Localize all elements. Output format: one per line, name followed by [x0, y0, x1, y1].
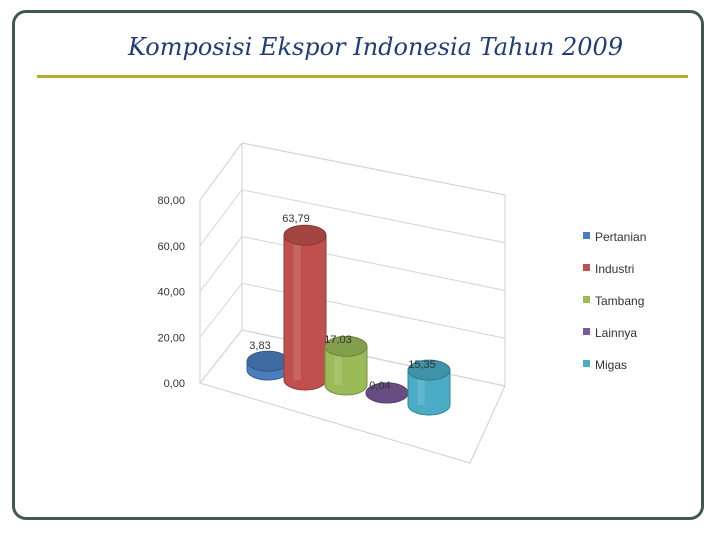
legend-swatch — [583, 264, 590, 271]
gridline — [199, 189, 506, 247]
data-label: 63,79 — [282, 213, 310, 225]
y-axis-ticks: 0,00 20,00 40,00 60,00 80,00 — [157, 195, 185, 390]
y-tick-label: 80,00 — [157, 195, 185, 207]
legend-swatch — [583, 232, 590, 239]
gridline — [199, 142, 506, 201]
back-wall — [241, 142, 506, 387]
chart-bars — [246, 224, 451, 416]
bar-highlight — [293, 235, 301, 380]
gridline — [199, 282, 506, 339]
bar-top — [283, 224, 327, 246]
legend-label: Pertanian — [595, 230, 646, 244]
legend-item-pertanian: Pertanian — [583, 230, 646, 244]
bar-highlight — [334, 346, 342, 385]
gridline — [199, 235, 506, 292]
bar-migas — [407, 359, 451, 416]
y-tick-label: 20,00 — [157, 332, 185, 344]
legend-label: Industri — [595, 262, 634, 276]
data-label: 3,83 — [249, 340, 270, 352]
data-label: 15,35 — [408, 359, 436, 371]
legend-swatch — [583, 296, 590, 303]
bar-highlight — [417, 370, 425, 405]
legend-label: Lainnya — [595, 326, 637, 340]
slide-frame — [12, 10, 704, 520]
legend-label: Migas — [595, 358, 627, 372]
data-labels: 3,83 63,79 17,03 0,04 15,35 — [249, 213, 435, 392]
bar-tambang — [324, 335, 368, 396]
legend-item-tambang: Tambang — [583, 294, 644, 308]
bar-top — [407, 359, 451, 381]
legend-swatch — [583, 360, 590, 367]
side-wall — [199, 141, 243, 385]
bar-top — [324, 335, 368, 357]
data-label: 17,03 — [324, 334, 352, 346]
bar-top — [246, 350, 290, 372]
legend-item-migas: Migas — [583, 358, 627, 372]
legend-item-lainnya: Lainnya — [583, 326, 637, 340]
slide-title: Komposisi Ekspor Indonesia Tahun 2009 — [128, 33, 624, 61]
bar-body — [283, 234, 327, 391]
data-label: 0,04 — [369, 380, 390, 392]
bar-pertanian — [246, 350, 290, 381]
y-tick-label: 60,00 — [157, 241, 185, 253]
y-tick-label: 0,00 — [164, 378, 185, 390]
legend-label: Tambang — [595, 294, 644, 308]
legend-swatch — [583, 328, 590, 335]
bar-lainnya — [365, 382, 409, 404]
title-underline — [37, 75, 688, 78]
chart-legend: Pertanian Industri Tambang Lainnya Migas — [583, 230, 646, 372]
bar-industri — [283, 224, 327, 391]
y-tick-label: 40,00 — [157, 287, 185, 299]
legend-item-industri: Industri — [583, 262, 634, 276]
